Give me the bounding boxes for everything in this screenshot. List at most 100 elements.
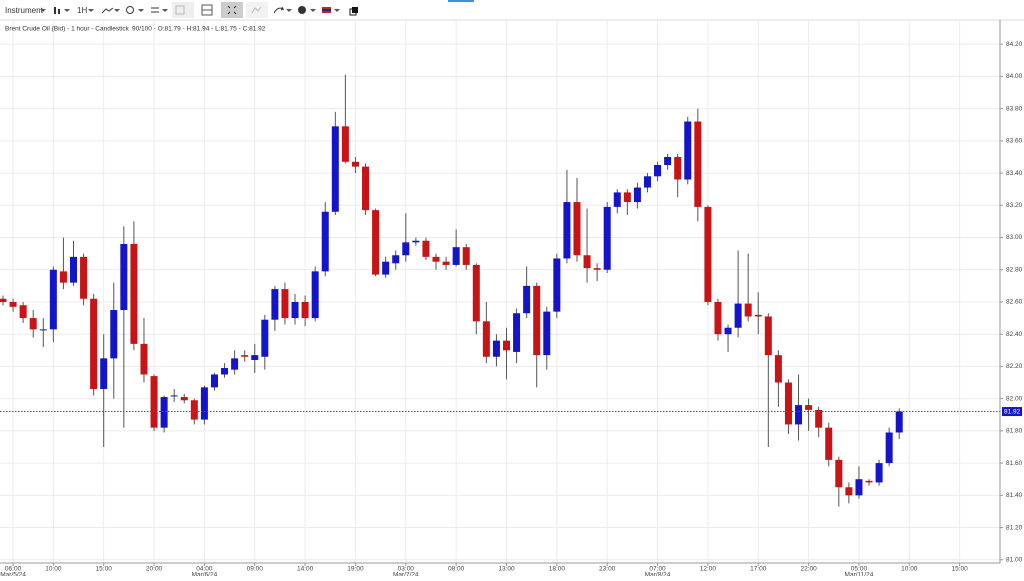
y-tick-label: 82.60 [1006, 299, 1023, 306]
candle-body [311, 271, 319, 319]
chart-type-icon[interactable] [54, 7, 56, 14]
toolbar: Instrument 1H [0, 0, 1024, 21]
candle-body [221, 368, 229, 375]
detach-icon[interactable] [352, 7, 358, 13]
candle-body [462, 247, 470, 265]
candle-body [200, 387, 208, 420]
candle-body [734, 303, 742, 328]
candle-body [694, 121, 702, 207]
candle-body [362, 166, 370, 211]
dropdown-arrow [64, 9, 70, 12]
x-tick-label: 14:00 [297, 566, 314, 573]
dropdown-arrow [334, 9, 340, 12]
candle-body [784, 382, 792, 425]
active-button[interactable] [221, 2, 243, 18]
y-tick-label: 83.20 [1006, 202, 1023, 209]
last-price-box [1002, 407, 1022, 417]
disabled-button[interactable] [172, 2, 194, 18]
candle-body [482, 321, 490, 357]
candle-body [59, 271, 67, 283]
candle-body [613, 192, 621, 207]
instrument-button[interactable]: Instrument [5, 6, 44, 15]
candle-body [69, 256, 77, 283]
candle-body [895, 411, 903, 433]
y-tick-label: 82.40 [1006, 331, 1023, 338]
toolbar-bg [0, 0, 1024, 20]
x-tick-label: 19:00 [347, 566, 364, 573]
dropdown-arrow [138, 9, 144, 12]
candle-body [100, 358, 108, 389]
x-tick-label: 23:00 [599, 566, 616, 573]
candle-body [241, 355, 249, 357]
candle-body [90, 298, 98, 389]
candle-body [603, 206, 611, 270]
candle-body [774, 355, 782, 383]
x-tick-label: 15:00 [952, 566, 969, 573]
candle-body [110, 310, 118, 359]
candle-body [825, 427, 833, 460]
x-tick-label: 22:00 [800, 566, 817, 573]
draw-tool-icon[interactable] [101, 7, 114, 14]
candle-body [553, 258, 561, 312]
x-date-label: Mar/11/24 [845, 572, 874, 576]
candle-body [210, 374, 218, 388]
x-tick-label: 04:00 [196, 566, 213, 573]
y-tick-label: 83.00 [1006, 234, 1023, 241]
detach-icon-part [349, 8, 357, 16]
dropdown-arrow [286, 9, 292, 12]
indicator-icon[interactable] [151, 7, 159, 13]
x-date-label: Mar/6/24 [192, 572, 218, 576]
candle-body [372, 210, 380, 275]
candle-body [593, 268, 601, 270]
candle-body [543, 311, 551, 356]
candle-body [523, 285, 531, 314]
interval-button[interactable]: 1H [77, 6, 87, 15]
x-tick-label: 12:00 [700, 566, 717, 573]
candle-body [19, 305, 27, 319]
candle-body [271, 289, 279, 320]
candle-body [623, 192, 631, 203]
x-tick-label: 06:00 [5, 566, 22, 573]
language-flag-part [322, 9, 331, 11]
chart-type-icon-part [58, 9, 60, 14]
candle-body [513, 313, 521, 352]
ohlc-readout: 90/100 - O:81.79 - H:81.94 - L:81.75 - C… [132, 26, 266, 33]
candle-body [29, 318, 37, 330]
measure-icon[interactable] [126, 6, 134, 14]
candle-body [764, 316, 772, 356]
y-tick-label: 82.20 [1006, 363, 1023, 370]
candle-body [795, 405, 803, 425]
y-tick-label: 84.00 [1006, 73, 1023, 80]
candle-body [472, 264, 480, 322]
candle-body [331, 126, 339, 212]
y-tick-label: 83.40 [1006, 170, 1023, 177]
candle-body [885, 432, 893, 464]
candle-body [0, 298, 7, 302]
candle-body [724, 327, 732, 335]
theme-icon[interactable] [298, 6, 306, 14]
candle-body [805, 405, 813, 410]
chart-title: Brent Crude Oil (Bid) - 1 hour - Candles… [5, 26, 130, 33]
candle-body [503, 340, 510, 351]
y-tick-label: 83.60 [1006, 138, 1023, 145]
candle-body [140, 343, 148, 375]
candle-body [492, 340, 500, 357]
x-tick-label: 15:00 [96, 566, 113, 573]
candle-body [160, 397, 168, 428]
candle-body [815, 409, 823, 428]
candle-body [674, 156, 682, 180]
y-tick-label: 81.80 [1006, 428, 1023, 435]
plot-area [0, 20, 1000, 563]
share-icon[interactable] [273, 6, 285, 14]
x-tick-label: 10:00 [901, 566, 918, 573]
candle-body [120, 243, 128, 311]
candle-body [9, 301, 17, 307]
candle-body [865, 480, 873, 483]
dropdown-arrow [40, 9, 46, 12]
candle-body [251, 355, 259, 360]
candle-body [432, 256, 440, 262]
x-tick-label: 10:00 [45, 566, 62, 573]
x-tick-label: 13:00 [498, 566, 515, 573]
candle-body [351, 161, 359, 167]
